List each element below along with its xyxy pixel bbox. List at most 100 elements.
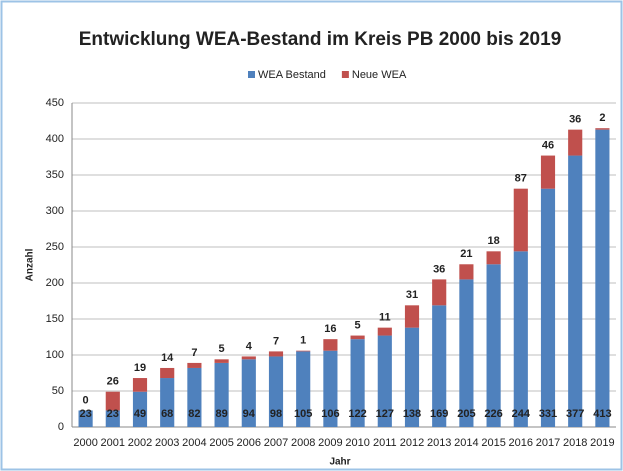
bar-segment	[404, 327, 420, 427]
y-tick-label: 250	[46, 241, 64, 253]
x-tick-label: 2008	[291, 437, 315, 449]
x-tick-label: 2011	[373, 437, 397, 449]
bar-segment	[595, 128, 610, 130]
y-tick-label: 300	[46, 205, 64, 217]
bar-segment	[105, 410, 120, 427]
value-label: 331	[539, 408, 557, 420]
y-tick-label: 0	[58, 421, 64, 433]
value-label: 94	[243, 408, 256, 420]
bar-segment	[214, 359, 229, 363]
value-label: 413	[593, 408, 611, 420]
bar-segment	[160, 378, 175, 427]
bar-segment	[568, 129, 583, 156]
y-tick-label: 200	[46, 277, 64, 289]
bar-segment	[513, 188, 528, 252]
value-label: 82	[188, 408, 200, 420]
value-label: 46	[542, 139, 554, 151]
bar-segment	[486, 251, 501, 265]
bar-segment	[105, 391, 120, 411]
x-tick-label: 2018	[563, 437, 587, 449]
x-tick-label: 2010	[345, 437, 369, 449]
value-label: 105	[294, 408, 312, 420]
value-label: 98	[270, 408, 282, 420]
y-tick-label: 350	[46, 169, 64, 181]
value-label: 11	[379, 312, 391, 324]
bar-segment	[296, 351, 311, 427]
bar-segment	[187, 362, 202, 368]
bar-segment	[268, 351, 284, 357]
bar-segment	[404, 305, 420, 328]
value-label: 205	[457, 408, 475, 420]
y-tick-label: 50	[52, 385, 64, 397]
value-label: 19	[134, 362, 146, 374]
y-tick-label: 450	[46, 97, 64, 109]
bar-segment	[568, 155, 583, 427]
value-label: 226	[484, 408, 502, 420]
x-tick-label: 2016	[509, 437, 533, 449]
bar-segment	[323, 350, 338, 427]
bar-segment	[268, 356, 284, 427]
value-label: 7	[273, 335, 279, 347]
chart-title: Entwicklung WEA-Bestand im Kreis PB 2000…	[79, 29, 562, 50]
value-label: 169	[430, 408, 448, 420]
value-label: 5	[219, 343, 225, 355]
value-label: 36	[569, 114, 581, 126]
value-label: 68	[161, 408, 173, 420]
bar-segment	[296, 350, 311, 352]
legend-label: WEA Bestand	[258, 69, 326, 81]
value-label: 14	[161, 352, 174, 364]
value-label: 26	[107, 376, 119, 388]
bar-segment	[160, 367, 175, 379]
x-tick-label: 2017	[536, 437, 560, 449]
bar-segment	[540, 188, 556, 427]
legend-swatch	[248, 71, 255, 78]
legend-swatch	[341, 71, 349, 78]
y-tick-label: 400	[46, 133, 64, 145]
x-axis-label: Jahr	[329, 457, 350, 468]
x-tick-label: 2005	[209, 437, 233, 449]
value-label: 122	[348, 408, 366, 420]
bar-segment	[241, 359, 256, 427]
value-label: 377	[566, 408, 584, 420]
bar-segment	[377, 327, 392, 336]
bar-segment	[214, 362, 229, 427]
bar-segment	[432, 279, 447, 306]
bar-segment	[323, 339, 338, 351]
x-tick-label: 2001	[101, 437, 125, 449]
x-tick-label: 2007	[264, 437, 288, 449]
x-tick-label: 2003	[155, 437, 179, 449]
x-tick-label: 2009	[318, 437, 342, 449]
y-tick-label: 100	[46, 349, 64, 361]
value-label: 89	[215, 408, 227, 420]
legend-label: Neue WEA	[352, 69, 407, 81]
bar-segment	[513, 251, 528, 427]
bar-segment	[350, 339, 365, 427]
value-label: 36	[433, 263, 445, 275]
value-label: 18	[487, 235, 499, 247]
value-label: 16	[324, 323, 336, 335]
bar-segment	[432, 305, 447, 427]
value-label: 5	[355, 319, 361, 331]
value-label: 0	[83, 394, 89, 406]
x-tick-label: 2013	[427, 437, 451, 449]
bar-segment	[241, 356, 256, 360]
value-label: 87	[515, 173, 527, 185]
value-label: 244	[512, 408, 531, 420]
bar-segment	[540, 155, 556, 189]
bar-segment	[595, 129, 610, 427]
value-label: 4	[246, 340, 253, 352]
value-label: 1	[300, 335, 306, 347]
bar-segment	[78, 410, 93, 427]
bar-segment	[486, 264, 501, 427]
x-tick-label: 2000	[73, 437, 97, 449]
x-tick-label: 2004	[182, 437, 206, 449]
bar-segment	[187, 367, 202, 427]
value-label: 2	[599, 112, 605, 124]
x-tick-label: 2015	[481, 437, 505, 449]
y-axis-label: Anzahl	[25, 248, 36, 281]
x-tick-label: 2002	[128, 437, 152, 449]
value-label: 21	[460, 248, 472, 260]
x-tick-label: 2012	[400, 437, 424, 449]
x-tick-label: 2014	[454, 437, 478, 449]
